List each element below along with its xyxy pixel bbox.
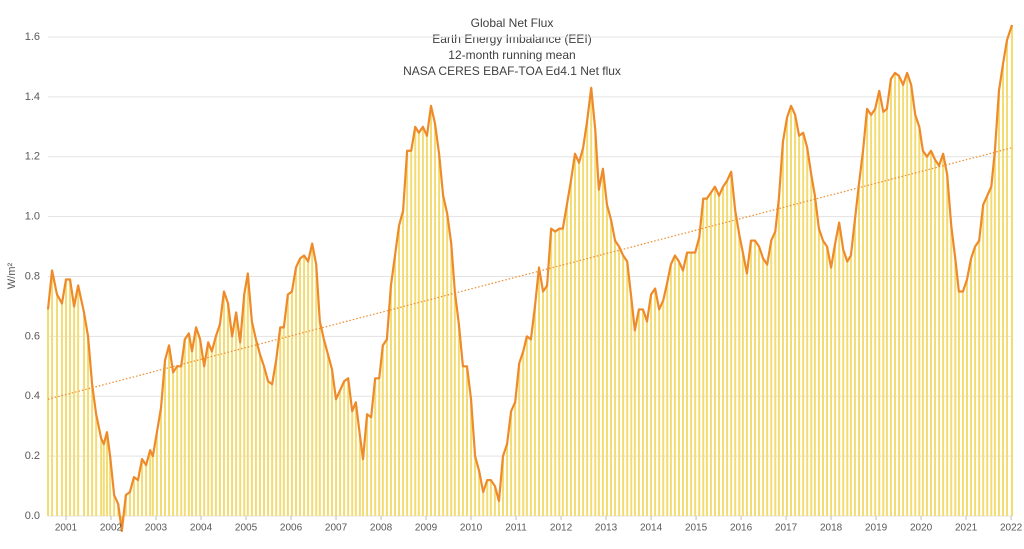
chart-title: NASA CERES EBAF-TOA Ed4.1 Net flux	[403, 64, 621, 78]
x-tick-label: 2009	[415, 523, 438, 534]
x-tick-label: 2016	[730, 523, 753, 534]
series-line	[46, 24, 1014, 533]
y-tick-label: 0.4	[25, 390, 40, 402]
x-tick-label: 2020	[910, 523, 933, 534]
x-tick-label: 2006	[280, 523, 303, 534]
x-tick-label: 2014	[640, 523, 663, 534]
x-tick-label: 2018	[820, 523, 843, 534]
chart-title: 12-month running mean	[448, 48, 575, 62]
y-tick-label: 0.0	[25, 510, 40, 522]
x-tick-label: 2007	[325, 523, 348, 534]
x-tick-label: 2003	[145, 523, 168, 534]
x-tick-label: 2012	[550, 523, 573, 534]
x-tick-label: 2015	[685, 523, 708, 534]
y-axis-label: W/m²	[6, 263, 18, 290]
x-tick-label: 2005	[235, 523, 258, 534]
x-tick-label: 2011	[505, 523, 527, 534]
x-tick-label: 2010	[460, 523, 483, 534]
x-tick-label: 2022	[1000, 523, 1023, 534]
y-tick-label: 0.6	[25, 330, 40, 342]
y-tick-label: 0.2	[25, 450, 40, 462]
x-tick-label: 2021	[955, 523, 978, 534]
x-tick-label: 2017	[775, 523, 798, 534]
chart-title: Earth Energy Imbalance (EEI)	[432, 32, 591, 46]
bars	[47, 25, 1013, 531]
y-tick-label: 0.8	[25, 270, 40, 282]
trend-line	[47, 147, 1013, 400]
x-tick-label: 2002	[100, 523, 123, 534]
x-tick-label: 2008	[370, 523, 393, 534]
x-tick-label: 2001	[55, 523, 78, 534]
y-tick-label: 1.0	[25, 211, 40, 223]
lines	[46, 24, 1014, 533]
x-tick-label: 2019	[865, 523, 888, 534]
y-tick-label: 1.4	[25, 91, 40, 103]
x-tick-label: 2004	[190, 523, 213, 534]
y-tick-label: 1.6	[25, 31, 40, 43]
chart-title: Global Net Flux	[471, 16, 554, 30]
x-tick-label: 2013	[595, 523, 618, 534]
y-tick-label: 1.2	[25, 151, 40, 163]
